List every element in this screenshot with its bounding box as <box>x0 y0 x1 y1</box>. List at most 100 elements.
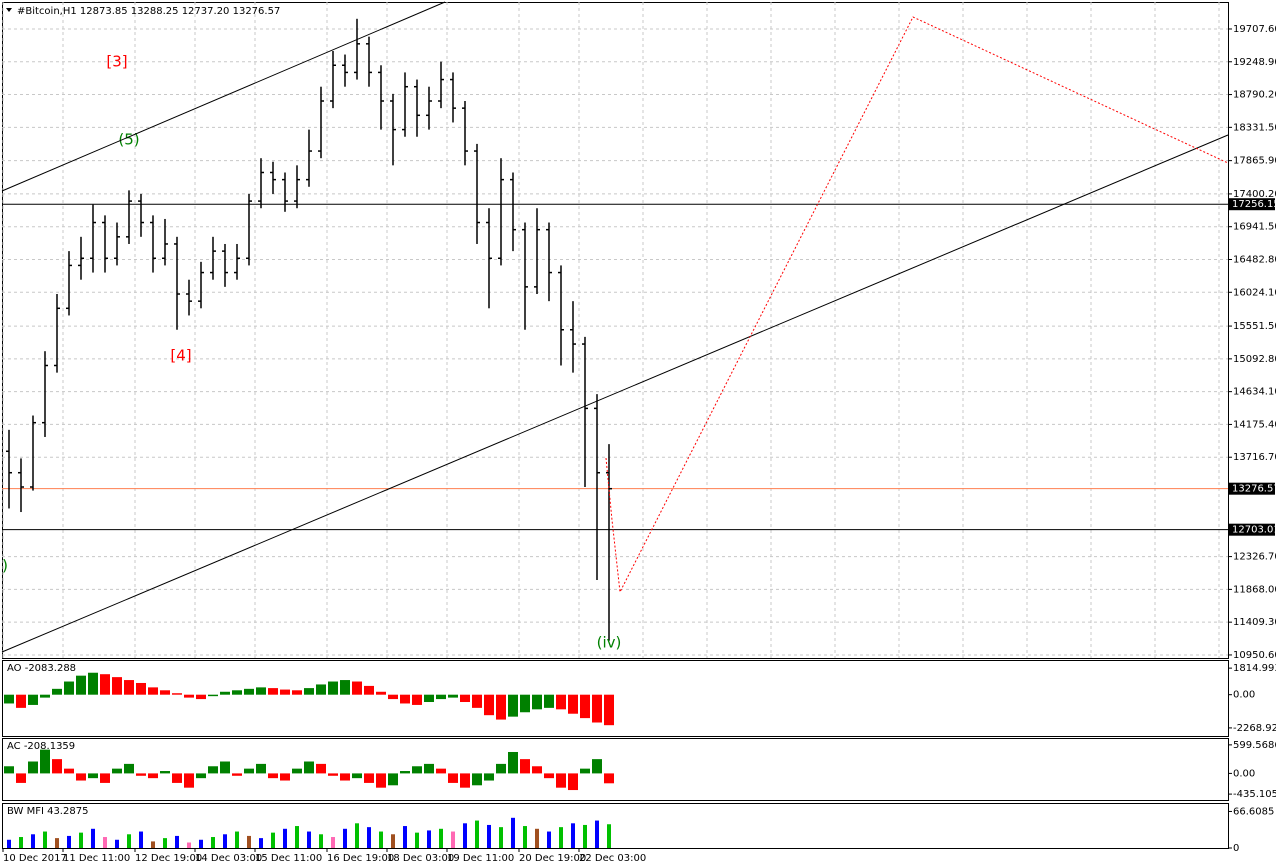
histogram-bar <box>544 694 554 708</box>
mfi-bar <box>451 831 455 848</box>
histogram-bar <box>340 680 350 695</box>
projection-line <box>605 16 1229 594</box>
histogram-bar <box>388 694 398 700</box>
y-tick-label: 10950.60 <box>1233 650 1276 661</box>
y-tick-label: 19707.60 <box>1233 24 1276 35</box>
histogram-bar <box>112 768 122 774</box>
histogram-bar <box>532 694 542 710</box>
mfi-bar <box>331 837 335 848</box>
mfi-bar <box>7 839 11 848</box>
wave-label: [4] <box>170 347 191 365</box>
price-label-box <box>1229 198 1275 211</box>
menu-arrow[interactable] <box>6 8 12 12</box>
mfi-bar <box>535 828 539 848</box>
mfi-bar <box>499 827 503 848</box>
y-tick-label: 16024.10 <box>1233 287 1276 298</box>
mfi-bar <box>259 838 263 848</box>
mfi-bar <box>43 831 47 848</box>
histogram-bar <box>424 694 434 703</box>
histogram-bar <box>448 773 458 783</box>
wave-label: ) <box>2 557 8 575</box>
histogram-bar <box>28 694 38 705</box>
histogram-bar <box>448 694 458 698</box>
histogram-bar <box>232 690 242 695</box>
mfi-bar <box>463 823 467 848</box>
histogram-bar <box>328 681 338 695</box>
wave-label: (iv) <box>597 634 622 652</box>
mfi-bar <box>187 842 191 848</box>
histogram-bar <box>400 694 410 704</box>
ao-frame <box>2 660 1229 737</box>
mfi-bar <box>367 827 371 848</box>
mfi-bar <box>139 831 143 848</box>
x-tick-label: 18 Dec 03:00 <box>387 853 454 864</box>
mfi-bar <box>307 831 311 848</box>
y-tick-label: 13716.70 <box>1233 452 1276 463</box>
mfi-bar <box>55 838 59 848</box>
trend-line <box>1 134 1229 653</box>
mfi-bar <box>427 830 431 848</box>
mfi-bar <box>295 826 299 848</box>
mfi-bar <box>163 838 167 848</box>
mfi-bar <box>475 820 479 848</box>
histogram-bar <box>88 773 98 779</box>
mfi-bar <box>79 832 83 848</box>
histogram-bar <box>112 677 122 695</box>
histogram-bar <box>304 688 314 695</box>
x-tick-label: 16 Dec 19:00 <box>327 853 394 864</box>
histogram-bar <box>568 694 578 714</box>
ac-frame <box>2 738 1229 801</box>
price-label: 12703.01 <box>1232 525 1276 536</box>
histogram-bar <box>184 694 194 698</box>
histogram-bar <box>412 694 422 705</box>
histogram-bar <box>124 680 134 695</box>
indicator-title: AC -208.1359 <box>7 741 75 752</box>
histogram-bar <box>148 773 158 779</box>
histogram-bar <box>484 773 494 781</box>
mfi-bar <box>547 831 551 848</box>
y-tick-label: 66.6085 <box>1233 806 1274 817</box>
y-tick-label: 18331.50 <box>1233 122 1276 133</box>
histogram-bar <box>496 763 506 774</box>
x-tick-label: 22 Dec 03:00 <box>579 853 646 864</box>
histogram-bar <box>220 691 230 695</box>
x-tick-label: 10 Dec 2017 <box>3 853 67 864</box>
mfi-bar <box>607 824 611 848</box>
histogram-bar <box>496 694 506 720</box>
y-tick-label: 15551.50 <box>1233 321 1276 332</box>
mfi-bar <box>571 823 575 848</box>
histogram-bar <box>364 773 374 783</box>
histogram-bar <box>208 766 218 774</box>
histogram-bar <box>16 773 26 783</box>
histogram-bar <box>328 773 338 776</box>
y-tick-label: 11868.00 <box>1233 584 1276 595</box>
histogram-bar <box>16 694 26 708</box>
histogram-bar <box>520 759 530 774</box>
y-tick-label: 17400.20 <box>1233 189 1276 200</box>
histogram-bar <box>76 773 86 781</box>
mfi-bar <box>415 832 419 848</box>
y-tick-label: 17865.90 <box>1233 156 1276 167</box>
histogram-bar <box>340 773 350 781</box>
histogram-bar <box>292 690 302 695</box>
histogram-bar <box>556 694 566 710</box>
mfi-bar <box>19 837 23 848</box>
histogram-bar <box>208 694 218 697</box>
histogram-bar <box>556 773 566 788</box>
y-tick-label: 599.5686 <box>1233 740 1276 751</box>
mfi-bar <box>319 834 323 848</box>
histogram-bar <box>376 691 386 695</box>
histogram-bar <box>388 773 398 786</box>
histogram-bar <box>472 773 482 786</box>
mfi-bar <box>559 827 563 848</box>
histogram-bar <box>304 761 314 774</box>
y-tick-label: 0.00 <box>1233 690 1255 701</box>
histogram-bar <box>604 773 614 784</box>
histogram-bar <box>4 766 14 774</box>
histogram-bar <box>64 681 74 695</box>
mfi-bar <box>127 834 131 848</box>
mfi-bar <box>403 826 407 848</box>
y-tick-label: 11409.30 <box>1233 617 1276 628</box>
